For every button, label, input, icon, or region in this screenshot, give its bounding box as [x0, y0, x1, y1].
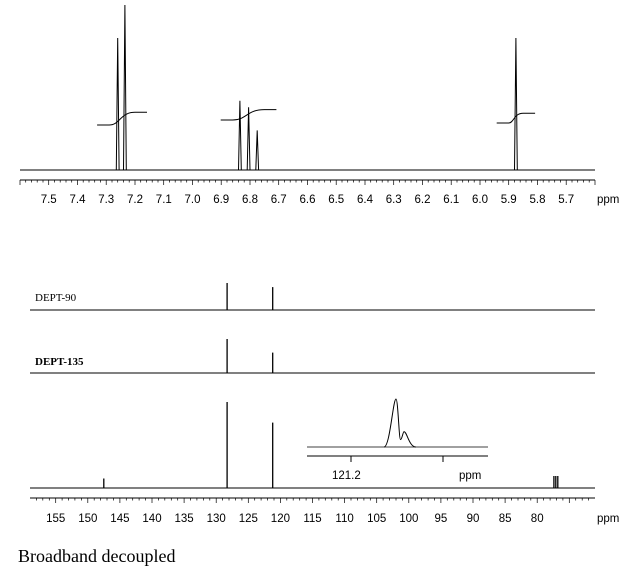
proton-tick-label: 7.2	[127, 194, 143, 206]
proton-ppm-unit-label: ppm	[597, 194, 619, 206]
carbon-tick-label: 90	[467, 513, 480, 525]
inset-tick-label: 121.2	[332, 470, 361, 482]
carbon-tick-label: 130	[207, 513, 226, 525]
inset-ppm-label: ppm	[459, 470, 481, 482]
proton-peak	[123, 4, 127, 171]
proton-tick-label: 7.0	[185, 194, 201, 206]
carbon-tick-label: 105	[367, 513, 386, 525]
dept135-spectrum	[30, 339, 595, 374]
carbon-tick-label: 95	[435, 513, 448, 525]
dept135-label: DEPT-135	[35, 356, 84, 368]
proton-tick-label: 6.1	[443, 194, 459, 206]
proton-tick-label: 6.7	[271, 194, 287, 206]
carbon-tick-label: 100	[399, 513, 418, 525]
carbon-tick-label: 110	[335, 513, 353, 525]
broadband-spectrum	[30, 402, 595, 489]
proton-tick-label: 6.9	[213, 194, 229, 206]
carbon-tick-label: 150	[78, 513, 97, 525]
integral-curve	[496, 112, 536, 124]
integral-curve	[220, 109, 277, 121]
proton-tick-label: 7.1	[156, 194, 172, 206]
carbon-tick-label: 120	[271, 513, 290, 525]
carbon-tick-label: 145	[110, 513, 129, 525]
carbon-ppm-unit-label: ppm	[597, 513, 619, 525]
proton-tick-label: 6.0	[472, 194, 488, 206]
proton-tick-label: 6.6	[300, 194, 316, 206]
proton-tick-label: 7.4	[70, 194, 87, 206]
carbon-tick-label: 155	[46, 513, 65, 525]
proton-tick-label: 6.4	[357, 194, 374, 206]
proton-peak	[115, 37, 120, 171]
carbon-tick-label: 80	[531, 513, 544, 525]
proton-tick-label: 5.9	[501, 194, 517, 206]
dept90-label: DEPT-90	[35, 292, 77, 304]
caption: Broadband decoupled	[18, 546, 175, 566]
proton-peak	[246, 107, 251, 171]
proton-tick-label: 7.3	[98, 194, 114, 206]
carbon-tick-label: 125	[239, 513, 258, 525]
carbon-tick-label: 140	[142, 513, 161, 525]
dept90-spectrum	[30, 283, 595, 311]
inset-peak	[383, 398, 417, 448]
proton-tick-label: 5.8	[530, 194, 546, 206]
proton-tick-label: 7.5	[41, 194, 57, 206]
carbon-tick-label: 135	[175, 513, 194, 525]
proton-ppm-axis: 7.5 7.4 7.3 7.2 7.1 7.0 6.9 6.8 6.7 6.6 6.5 6.4 6.3 6…	[19, 179, 596, 206]
carbon-tick-label: 85	[499, 513, 512, 525]
carbon-tick-label: 115	[303, 513, 321, 525]
integral-curve	[97, 111, 147, 126]
proton-tick-label: 6.8	[242, 194, 258, 206]
proton-peak	[514, 37, 518, 171]
proton-nmr-spectrum	[20, 4, 595, 171]
carbon-ppm-axis: 155 150 145 140 135 130 125 120 115 110 105 100 95 90…	[30, 497, 595, 525]
proton-peak	[238, 100, 242, 171]
proton-tick-label: 6.3	[386, 194, 402, 206]
proton-peak	[255, 130, 260, 171]
inset-expansion	[307, 398, 488, 462]
proton-tick-label: 6.2	[415, 194, 431, 206]
proton-tick-label: 6.5	[328, 194, 344, 206]
proton-tick-label: 5.7	[558, 194, 574, 206]
